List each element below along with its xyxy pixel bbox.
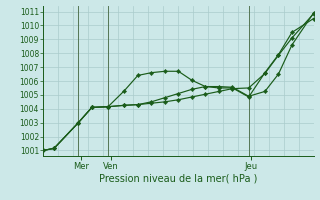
X-axis label: Pression niveau de la mer( hPa ): Pression niveau de la mer( hPa ) xyxy=(99,173,258,183)
